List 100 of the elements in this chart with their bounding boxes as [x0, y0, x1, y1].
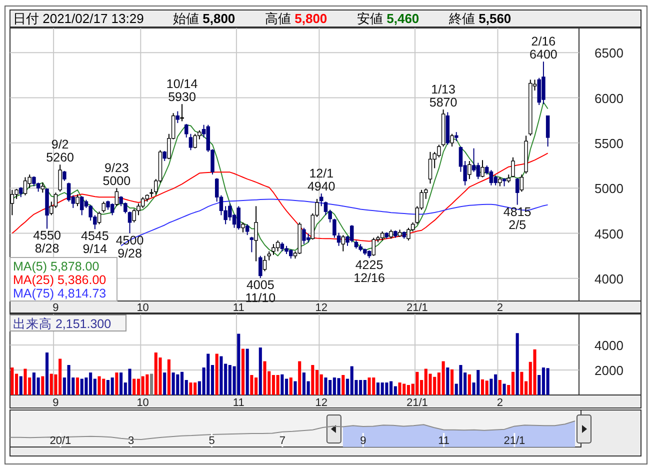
bar — [476, 370, 480, 395]
bar — [498, 380, 502, 395]
chart-title: 日付 2021/02/17 13:29 — [13, 11, 144, 26]
candlestick — [372, 237, 376, 256]
bar — [220, 356, 223, 395]
candlestick — [267, 250, 271, 261]
y-tick-label: 4500 — [594, 226, 624, 242]
candlestick — [106, 200, 110, 210]
x-tick-label: 10 — [136, 397, 149, 409]
candlestick — [23, 176, 28, 196]
bar — [237, 334, 240, 395]
bar — [24, 368, 27, 395]
candlestick — [66, 182, 71, 202]
bar — [280, 374, 284, 395]
bar — [263, 361, 266, 395]
bar — [337, 378, 340, 395]
bar — [516, 333, 519, 395]
bar — [176, 374, 180, 395]
bar — [215, 354, 218, 395]
bar — [385, 382, 388, 395]
bar — [19, 376, 22, 395]
candlestick — [254, 206, 258, 262]
candlestick — [245, 224, 250, 236]
candlestick — [454, 132, 458, 142]
bar — [120, 372, 123, 395]
candlestick — [162, 150, 166, 162]
bar — [485, 380, 488, 395]
candlestick — [110, 202, 114, 216]
annotation: 2/16 6400 — [530, 34, 558, 62]
chart-title: 出来高 2,151.300 — [13, 316, 112, 331]
candlestick — [58, 164, 62, 192]
y-tick-label: 4000 — [594, 338, 624, 353]
candlestick — [520, 174, 524, 192]
annotation: 10/14 5930 — [166, 77, 198, 104]
x-tick-label: 9 — [52, 397, 59, 409]
bar — [141, 376, 144, 395]
bar — [490, 378, 493, 395]
bar — [459, 365, 462, 395]
x-tick-label: 12 — [315, 302, 328, 314]
bar — [250, 375, 254, 395]
candlestick — [336, 232, 341, 246]
candlestick — [515, 178, 520, 206]
candlestick — [546, 115, 550, 148]
bar — [110, 378, 114, 395]
candlestick — [406, 227, 410, 241]
bar — [446, 368, 450, 395]
bar — [320, 374, 323, 395]
candlestick — [302, 227, 306, 245]
candlestick — [140, 196, 145, 208]
bar — [167, 359, 170, 395]
bar — [363, 380, 366, 395]
candlestick — [188, 133, 193, 151]
bar — [115, 372, 118, 395]
x-tick-label: 21/1 — [406, 302, 428, 314]
text: 始値 5,800 — [173, 11, 236, 26]
x-tick-label: 10 — [136, 302, 149, 314]
x-tick-label: 20/1 — [50, 435, 72, 447]
annotation: 1/13 5870 — [429, 82, 458, 110]
candlestick — [450, 133, 454, 148]
bar — [450, 369, 454, 395]
x-tick-label: 2 — [496, 397, 503, 409]
y-tick-label: 6500 — [594, 46, 624, 61]
bar — [546, 368, 550, 395]
bar — [342, 375, 345, 395]
x-tick-label: 12 — [315, 397, 328, 409]
bar — [372, 378, 376, 395]
candlestick — [236, 206, 241, 230]
annotation: 4225 12/16 — [354, 258, 385, 286]
candlestick — [272, 244, 276, 256]
bar — [311, 365, 314, 395]
bar — [80, 378, 84, 395]
x-tick-label: 5 — [208, 435, 215, 447]
bar — [41, 376, 44, 395]
candlestick — [350, 224, 354, 243]
bar — [480, 379, 484, 395]
candlestick — [324, 201, 328, 216]
bar — [241, 348, 245, 395]
bar — [376, 382, 380, 395]
bar — [350, 366, 354, 395]
candlestick — [468, 160, 472, 180]
bar — [189, 382, 192, 395]
x-tick-label: 21/1 — [406, 397, 428, 409]
bar — [442, 361, 445, 395]
bar — [146, 374, 149, 395]
annotation: 12/1 4940 — [307, 166, 336, 194]
candlestick — [341, 234, 346, 252]
x-tick-label: 9 — [52, 302, 59, 314]
bar — [289, 378, 292, 395]
candlestick — [40, 182, 45, 194]
bar — [76, 378, 80, 395]
bar — [132, 378, 136, 395]
candlestick — [389, 229, 393, 240]
bar — [10, 368, 14, 395]
bar — [128, 368, 132, 395]
bar — [163, 372, 166, 395]
bar — [67, 365, 70, 395]
candlestick — [332, 218, 336, 238]
annotation: 9/23 5000 — [102, 161, 131, 188]
bar — [206, 354, 210, 395]
legend: MA(5) 5,878.00 MA(25) 5,386.00 MA(75) 4,814.73 — [10, 257, 118, 302]
